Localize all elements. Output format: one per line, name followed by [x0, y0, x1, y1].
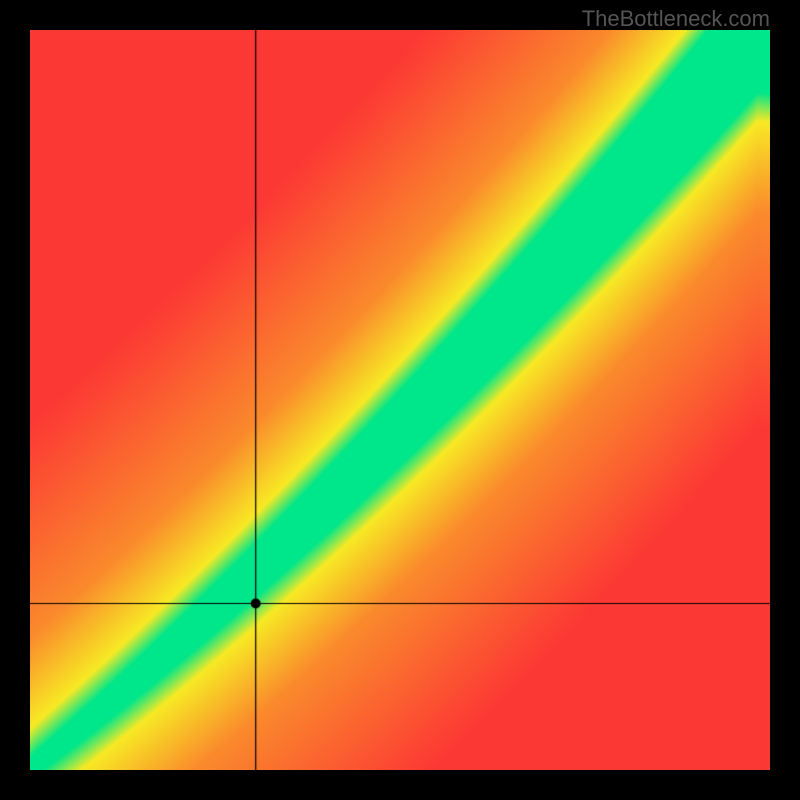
heatmap-chart — [30, 30, 770, 770]
watermark-text: TheBottleneck.com — [582, 6, 770, 32]
heatmap-canvas — [30, 30, 770, 770]
